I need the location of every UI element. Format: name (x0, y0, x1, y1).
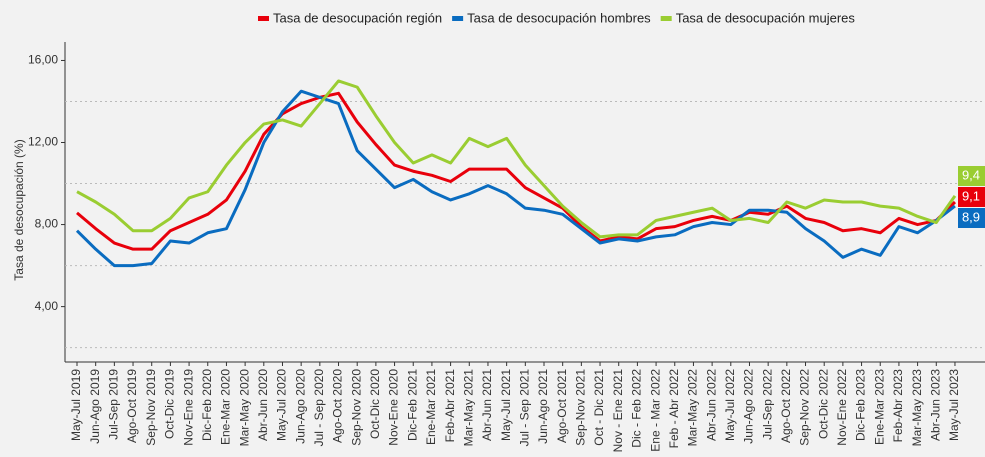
x-tick-label: Abr-Jun 2023 (928, 369, 942, 441)
end-label-box (958, 208, 985, 228)
end-label-box (958, 166, 985, 186)
x-tick-label: Abr-Jun 2022 (704, 369, 718, 441)
x-tick-label: Jun-Ago 2022 (742, 369, 756, 444)
y-tick-label: 4,00 (35, 299, 59, 313)
x-tick-label: Feb - Abr 2022 (667, 369, 681, 449)
x-tick-label: May-Jul 2022 (723, 369, 737, 441)
legend-label: Tasa de desocupación mujeres (676, 10, 856, 25)
x-tick-label: Nov-Ene 2022 (835, 369, 849, 446)
x-tick-label: Abr-Jun 2020 (256, 369, 270, 441)
x-tick-label: Sep-Nov 2021 (574, 369, 588, 446)
x-tick-label: Dic - Feb 2022 (630, 369, 644, 448)
series-line (76, 79, 957, 239)
x-tick-label: Jul - Sep 2021 (517, 369, 531, 447)
y-tick-label: 12,00 (28, 135, 58, 149)
x-tick-label: Nov-Ene 2020 (387, 369, 401, 446)
series-line (76, 91, 957, 251)
series-line (75, 89, 956, 268)
x-tick-label: Oct-Dic 2020 (368, 369, 382, 439)
x-tick-label: Ene - Mar 2022 (648, 369, 662, 452)
x-tick-label: Jun-Ago 2021 (536, 369, 550, 444)
x-tick-label: Jul - Sep 2020 (312, 369, 326, 447)
x-tick-label: Jul-Sep 2019 (107, 369, 121, 440)
x-tick-label: Ago-Oct 2021 (555, 369, 569, 443)
legend-swatch (258, 16, 269, 21)
x-tick-label: Nov-Ene 2019 (181, 369, 195, 446)
x-tick-label: Feb-Abr 2021 (443, 369, 457, 443)
x-tick-label: Dic-Feb 2020 (200, 369, 214, 441)
x-tick-label: Dic-Feb 2021 (405, 369, 419, 441)
x-tick-label: Ago-Oct 2020 (331, 369, 345, 443)
y-axis-title: Tasa de desocupación (%) (12, 139, 26, 280)
x-tick-label: Nov - Ene 2021 (611, 369, 625, 453)
end-label-box (958, 187, 985, 207)
x-tick-label: Oct-Dic 2019 (163, 369, 177, 439)
x-tick-label: Oct-Dic 2022 (816, 369, 830, 439)
x-tick-label: Ene-Mar 2021 (424, 369, 438, 445)
x-tick-label: Ene-Mar 2020 (219, 369, 233, 445)
end-label: 9,1 (962, 188, 980, 203)
x-tick-label: Dic-Feb 2023 (854, 369, 868, 441)
legend: Tasa de desocupación región Tasa de desoc… (258, 10, 855, 25)
legend-label: Tasa de desocupación región (273, 10, 442, 25)
x-tick-label: May-Jul 2021 (499, 369, 513, 441)
x-tick-label: Mar-May 2021 (461, 369, 475, 447)
x-tick-label: Mar-May 2022 (686, 369, 700, 447)
x-tick-label: Ene-Mar 2023 (872, 369, 886, 445)
x-tick-label: Mar-May 2023 (910, 369, 924, 447)
y-tick-label: 8,00 (35, 217, 59, 231)
x-tick-label: May-Jul 2019 (69, 369, 83, 441)
x-tick-label: Sep-Nov 2022 (798, 369, 812, 446)
x-tick-label: Sep-Nov 2019 (144, 369, 158, 446)
end-label: 9,4 (962, 167, 980, 182)
legend-swatch (452, 16, 464, 21)
x-tick-label: Ago-Oct 2022 (779, 369, 793, 443)
x-tick-label: Feb-Abr 2023 (891, 369, 905, 443)
legend-label: Tasa de desocupación hombres (467, 10, 651, 25)
x-tick-label: Ago-Oct 2019 (125, 369, 139, 443)
x-tick-label: Sep-Nov 2020 (349, 369, 363, 446)
x-tick-label: Jun-Ago 2020 (293, 369, 307, 444)
end-label: 8,9 (962, 209, 980, 224)
x-tick-label: Abr-Jun 2021 (480, 369, 494, 441)
x-tick-label: May-Jul 2023 (947, 369, 961, 441)
x-tick-label: Mar-May 2020 (237, 369, 251, 447)
y-tick-label: 16,00 (28, 53, 58, 67)
x-tick-label: Jul-Sep 2022 (760, 369, 774, 440)
legend-swatch (660, 16, 672, 21)
x-tick-label: May-Jul 2020 (275, 369, 289, 441)
x-tick-label: Jun-Ago 2019 (88, 369, 102, 444)
x-tick-label: Oct - Dic 2021 (592, 369, 606, 446)
